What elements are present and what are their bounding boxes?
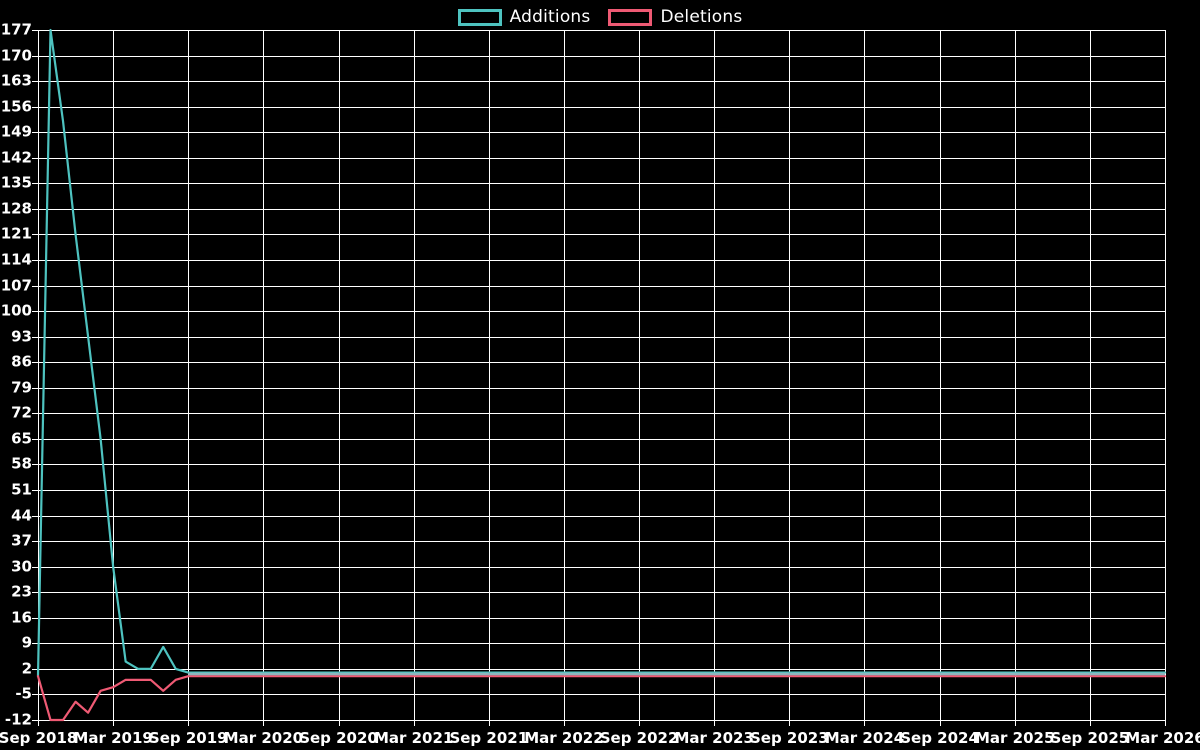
- x-tick-label: Mar 2024: [824, 729, 905, 747]
- x-tick-label: Sep 2019: [148, 729, 228, 747]
- x-tick-label: Mar 2019: [73, 729, 153, 747]
- y-tick-label: 2: [21, 659, 32, 678]
- y-tick-label: 65: [11, 429, 32, 448]
- y-tick-label: 93: [11, 327, 32, 346]
- x-tick-label: Sep 2024: [900, 729, 979, 747]
- series-layer: [36, 28, 1167, 722]
- y-tick-label: 156: [0, 97, 32, 116]
- y-tick-label: -5: [15, 684, 32, 703]
- x-tick-label: Sep 2022: [599, 729, 679, 747]
- y-tick-label: 44: [11, 506, 32, 525]
- y-tick-label: 72: [11, 403, 32, 422]
- x-tick-label: Mar 2022: [524, 729, 604, 747]
- x-tick-label: Mar 2026: [1125, 729, 1200, 747]
- y-tick-label: 114: [0, 250, 32, 269]
- legend-entry-additions[interactable]: Additions: [457, 7, 591, 27]
- legend-label-deletions: Deletions: [660, 7, 743, 27]
- series-line-deletions: [36, 675, 1167, 722]
- y-tick-label: 163: [0, 71, 32, 90]
- y-tick-label: 23: [11, 582, 32, 601]
- legend-swatch-additions-icon: [457, 8, 502, 26]
- y-tick-label: 142: [0, 148, 32, 167]
- x-tick-label: Mar 2025: [975, 729, 1055, 747]
- y-tick-label: -12: [4, 710, 32, 729]
- y-tick-label: 9: [21, 633, 32, 652]
- y-tick-label: 58: [11, 454, 32, 473]
- y-tick-label: 177: [0, 20, 32, 39]
- x-tick-label: Sep 2021: [449, 729, 529, 747]
- x-tick-label: Mar 2020: [223, 729, 304, 747]
- x-tick-label: Mar 2023: [674, 729, 754, 747]
- grid-layer: [32, 29, 1167, 726]
- y-axis-tick-labels: 177 170 163 156 149 142 135 128 121 114 107 100 93 86…: [0, 0, 32, 750]
- series-line-additions: [36, 28, 1167, 678]
- legend-swatch-deletions-icon: [608, 8, 653, 26]
- x-tick-label: Sep 2025: [1050, 729, 1130, 747]
- x-tick-label: Mar 2021: [373, 729, 454, 747]
- chart-legend: Additions Deletions: [0, 0, 1200, 34]
- legend-label-additions: Additions: [509, 7, 591, 27]
- x-tick-label: Sep 2018: [0, 729, 78, 747]
- y-tick-label: 107: [0, 276, 32, 295]
- y-tick-label: 100: [0, 301, 32, 320]
- x-tick-label: Sep 2020: [299, 729, 378, 747]
- y-tick-label: 16: [11, 608, 32, 627]
- y-tick-label: 128: [0, 199, 32, 218]
- x-tick-label: Sep 2023: [749, 729, 829, 747]
- y-tick-label: 51: [11, 480, 32, 499]
- y-tick-label: 86: [11, 352, 32, 371]
- y-tick-label: 121: [0, 224, 32, 243]
- y-tick-label: 149: [0, 122, 32, 141]
- y-tick-label: 79: [11, 378, 32, 397]
- y-tick-label: 30: [11, 557, 32, 576]
- y-tick-label: 135: [0, 173, 32, 192]
- y-tick-label: 37: [11, 531, 32, 550]
- legend-entry-deletions[interactable]: Deletions: [608, 7, 742, 27]
- y-tick-label: 170: [0, 46, 32, 65]
